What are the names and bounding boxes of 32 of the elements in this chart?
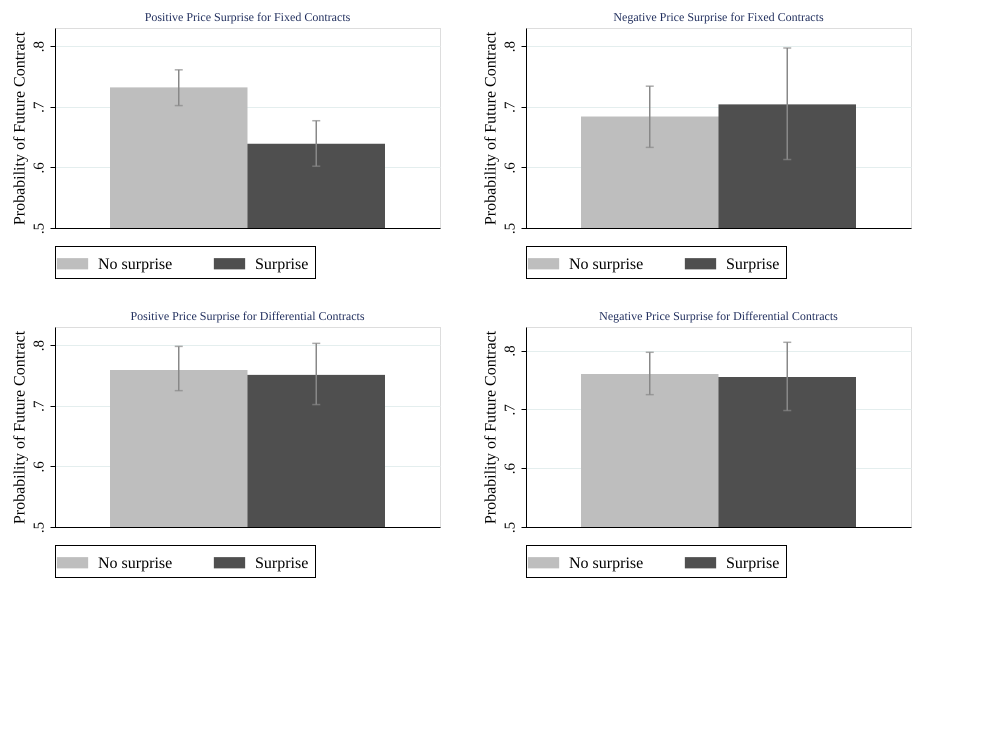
y-tick-label: .6: [32, 460, 48, 473]
y-tick-label: .8: [502, 41, 518, 52]
y-tick-label: .5: [502, 222, 518, 234]
legend-label: No surprise: [569, 256, 644, 273]
chart-title: Negative Price Surprise for Fixed Contracts: [613, 10, 824, 24]
legend-label: No surprise: [569, 554, 644, 572]
y-tick-label: .7: [502, 101, 518, 113]
y-tick-label: .7: [32, 101, 48, 113]
y-axis-title: Probability of Future Contract: [482, 330, 500, 524]
chart-title: Negative Price Surprise for Differential Contracts: [599, 309, 838, 323]
y-tick-label: .7: [502, 404, 518, 416]
chart-title: Positive Price Surprise for Differential Contracts: [130, 309, 365, 323]
y-tick-label: .8: [32, 340, 48, 352]
y-tick-label: .7: [32, 400, 48, 412]
y-axis-title: Probability of Future Contract: [482, 31, 500, 226]
y-tick-label: .6: [502, 462, 518, 474]
legend-label: No surprise: [98, 256, 172, 273]
y-tick-label: .5: [502, 522, 518, 534]
legend-label: Surprise: [255, 554, 308, 572]
y-tick-label: .5: [32, 522, 48, 534]
y-tick-label: .8: [502, 345, 518, 357]
y-axis-title: Probability of Future Contract: [12, 330, 28, 524]
y-tick-label: .6: [32, 162, 48, 174]
y-tick-label: .5: [32, 222, 48, 234]
chart-title: Positive Price Surprise for Fixed Contracts: [144, 10, 351, 24]
y-axis-title: Probability of Future Contract: [12, 31, 28, 226]
legend-label: Surprise: [255, 256, 308, 273]
legend-label: Surprise: [726, 256, 780, 273]
y-tick-label: .6: [502, 162, 518, 174]
y-tick-label: .8: [32, 41, 48, 52]
legend-label: No surprise: [98, 554, 172, 572]
legend-label: Surprise: [726, 554, 780, 572]
